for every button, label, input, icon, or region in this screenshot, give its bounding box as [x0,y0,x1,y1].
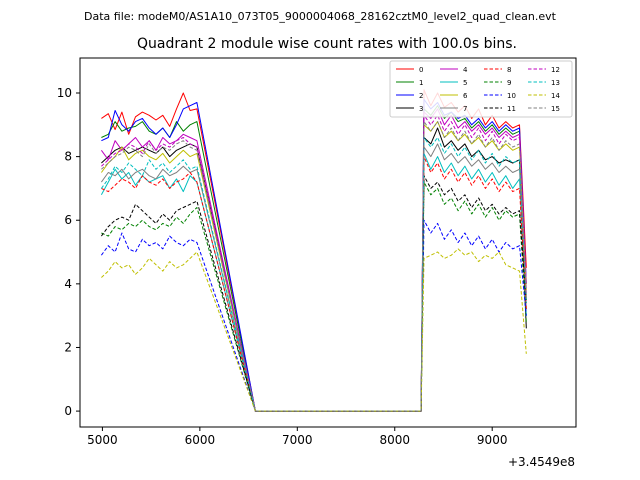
series-line-10 [100,219,527,412]
legend-label: 15 [551,105,560,113]
series-line-15 [101,121,527,412]
x-tick-label: 5000 [87,433,118,447]
x-offset-label: +3.4549e8 [508,455,575,469]
y-tick-label: 8 [64,150,72,164]
legend-label: 12 [551,66,560,74]
legend-label: 1 [419,79,423,87]
plot-lines [100,89,527,412]
y-tick-label: 10 [57,86,72,100]
legend-label: 3 [419,105,423,113]
legend-label: 8 [507,66,511,74]
axes-frame [79,57,577,428]
y-tick-label: 0 [64,404,72,418]
series-line-14 [101,248,527,412]
legend-label: 6 [463,92,468,100]
x-axis: 5000 6000 7000 8000 9000 [87,427,507,447]
x-tick-label: 7000 [282,433,313,447]
legend-label: 2 [419,92,423,100]
legend-label: 11 [507,105,516,113]
legend-label: 13 [551,79,560,87]
legend-box [389,60,573,118]
series-line-12 [101,114,527,412]
x-tick-label: 8000 [379,433,410,447]
y-tick-label: 2 [64,340,72,354]
y-axis: 0 2 4 6 8 10 [57,86,80,418]
legend-label: 9 [507,79,511,87]
legend-label: 14 [551,92,560,100]
y-tick-label: 4 [64,277,72,291]
legend-label: 0 [419,66,423,74]
figure-suptitle: Data file: modeM0/AS1A10_073T05_90000040… [84,10,557,23]
legend-label: 5 [463,79,467,87]
x-tick-label: 9000 [477,433,508,447]
chart-title: Quadrant 2 module wise count rates with … [137,36,517,52]
legend-label: 4 [463,66,468,74]
y-tick-label: 6 [64,213,72,227]
legend-label: 10 [507,92,516,100]
x-tick-label: 6000 [185,433,216,447]
legend-label: 7 [463,105,467,113]
